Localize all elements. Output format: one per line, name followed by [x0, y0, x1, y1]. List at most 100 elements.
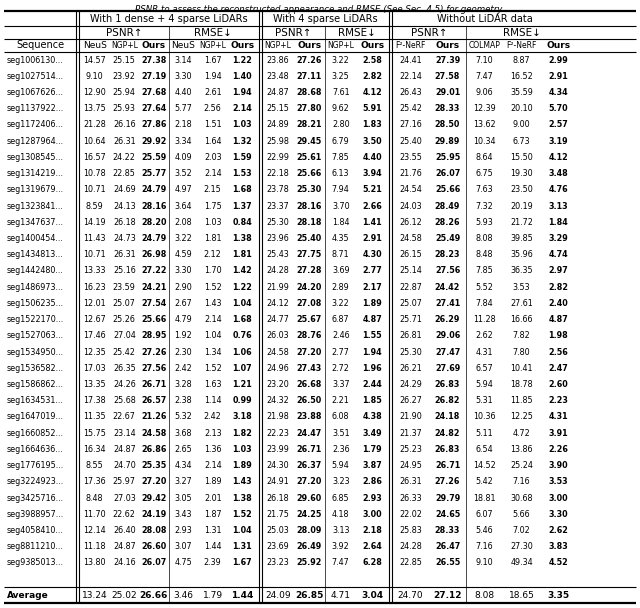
Text: 1.81: 1.81 [232, 250, 252, 259]
Text: seg1664636...: seg1664636... [7, 445, 64, 454]
Text: seg1534950...: seg1534950... [7, 348, 64, 356]
Text: 2.77: 2.77 [332, 348, 349, 356]
Text: 24.96: 24.96 [266, 364, 289, 373]
Text: 2.77: 2.77 [362, 266, 382, 275]
Text: 2.42: 2.42 [174, 364, 192, 373]
Text: 18.81: 18.81 [473, 494, 496, 503]
Text: 1.94: 1.94 [362, 348, 382, 356]
Text: 2.47: 2.47 [548, 364, 568, 373]
Text: 5.94: 5.94 [476, 380, 493, 389]
Text: NGP+L: NGP+L [111, 41, 138, 50]
Text: 2.93: 2.93 [174, 526, 192, 535]
Text: With 4 sparse LiDARs: With 4 sparse LiDARs [273, 13, 378, 24]
Text: 1.38: 1.38 [232, 494, 252, 503]
Text: 8.55: 8.55 [86, 461, 104, 470]
Text: 22.67: 22.67 [113, 412, 136, 421]
Text: 4.87: 4.87 [362, 315, 382, 324]
Text: 17.03: 17.03 [83, 364, 106, 373]
Text: 10.71: 10.71 [83, 185, 106, 195]
Text: 13.86: 13.86 [510, 445, 532, 454]
Text: 26.21: 26.21 [399, 364, 422, 373]
Text: 13.33: 13.33 [83, 266, 106, 275]
Text: 1.94: 1.94 [204, 72, 221, 81]
Text: 25.42: 25.42 [113, 348, 136, 356]
Text: 27.20: 27.20 [141, 477, 166, 486]
Text: 16.52: 16.52 [510, 72, 533, 81]
Text: 2.40: 2.40 [548, 299, 568, 308]
Text: 4.87: 4.87 [548, 315, 568, 324]
Text: 28.33: 28.33 [435, 526, 460, 535]
Text: 23.37: 23.37 [266, 202, 289, 210]
Text: 12.67: 12.67 [83, 315, 106, 324]
Text: 1.94: 1.94 [232, 88, 252, 97]
Text: 16.34: 16.34 [83, 445, 106, 454]
Text: 1.41: 1.41 [362, 218, 382, 227]
Text: 2.65: 2.65 [174, 445, 192, 454]
Text: 28.50: 28.50 [435, 120, 460, 130]
Text: 2.03: 2.03 [204, 153, 221, 162]
Text: 11.43: 11.43 [83, 234, 106, 243]
Text: 2.97: 2.97 [548, 266, 568, 275]
Text: 26.16: 26.16 [113, 120, 136, 130]
Text: With 1 dense + 4 sparse LiDARs: With 1 dense + 4 sparse LiDARs [90, 13, 247, 24]
Text: 26.29: 26.29 [435, 315, 460, 324]
Text: 4.09: 4.09 [175, 153, 192, 162]
Text: 12.14: 12.14 [83, 526, 106, 535]
Text: 23.50: 23.50 [510, 185, 533, 195]
Text: 25.59: 25.59 [141, 153, 166, 162]
Text: 6.79: 6.79 [332, 137, 349, 146]
Text: 7.63: 7.63 [476, 185, 493, 195]
Text: 25.67: 25.67 [296, 315, 322, 324]
Text: RMSE↓: RMSE↓ [502, 27, 540, 38]
Text: 23.86: 23.86 [266, 55, 289, 64]
Text: 28.16: 28.16 [141, 202, 166, 210]
Text: 28.09: 28.09 [296, 526, 322, 535]
Text: 1.84: 1.84 [548, 218, 568, 227]
Text: 23.99: 23.99 [266, 445, 289, 454]
Text: 22.99: 22.99 [266, 153, 289, 162]
Text: 1.83: 1.83 [362, 120, 382, 130]
Text: F²-NeRF: F²-NeRF [506, 41, 537, 50]
Text: 24.12: 24.12 [266, 299, 289, 308]
Text: 25.98: 25.98 [266, 137, 289, 146]
Text: 15.50: 15.50 [510, 153, 533, 162]
Text: seg1172406...: seg1172406... [7, 120, 64, 130]
Text: Without LiDAR data: Without LiDAR data [436, 13, 532, 24]
Text: 21.28: 21.28 [83, 120, 106, 130]
Text: 16.23: 16.23 [83, 283, 106, 292]
Text: 3.68: 3.68 [175, 429, 192, 438]
Text: 4.72: 4.72 [513, 429, 531, 438]
Text: 28.49: 28.49 [435, 202, 460, 210]
Text: 2.14: 2.14 [204, 315, 221, 324]
Text: 25.02: 25.02 [111, 590, 137, 599]
Text: 10.78: 10.78 [83, 169, 106, 178]
Text: seg3988957...: seg3988957... [7, 510, 64, 519]
Text: 7.80: 7.80 [513, 348, 531, 356]
Text: 4.12: 4.12 [362, 88, 382, 97]
Text: seg1434813...: seg1434813... [7, 250, 64, 259]
Text: 29.89: 29.89 [435, 137, 460, 146]
Text: 26.68: 26.68 [296, 380, 322, 389]
Text: 27.26: 27.26 [435, 477, 460, 486]
Text: 24.30: 24.30 [266, 461, 289, 470]
Text: seg1006130...: seg1006130... [7, 55, 64, 64]
Text: seg1536582...: seg1536582... [7, 364, 64, 373]
Text: 1.43: 1.43 [204, 299, 221, 308]
Text: 6.54: 6.54 [476, 445, 493, 454]
Text: 3.30: 3.30 [175, 72, 192, 81]
Text: 3.22: 3.22 [332, 55, 349, 64]
Text: seg1522170...: seg1522170... [7, 315, 64, 324]
Text: 13.35: 13.35 [83, 380, 106, 389]
Text: 1.68: 1.68 [232, 315, 252, 324]
Text: 2.99: 2.99 [548, 55, 568, 64]
Text: 4.59: 4.59 [174, 250, 192, 259]
Text: 7.10: 7.10 [476, 55, 493, 64]
Text: 27.43: 27.43 [296, 364, 322, 373]
Text: 27.19: 27.19 [141, 72, 166, 81]
Text: 24.21: 24.21 [141, 283, 166, 292]
Text: 1.67: 1.67 [204, 55, 221, 64]
Text: 24.18: 24.18 [435, 412, 460, 421]
Text: 28.76: 28.76 [296, 331, 322, 340]
Text: 25.43: 25.43 [266, 250, 289, 259]
Text: RMSE↓: RMSE↓ [194, 27, 232, 38]
